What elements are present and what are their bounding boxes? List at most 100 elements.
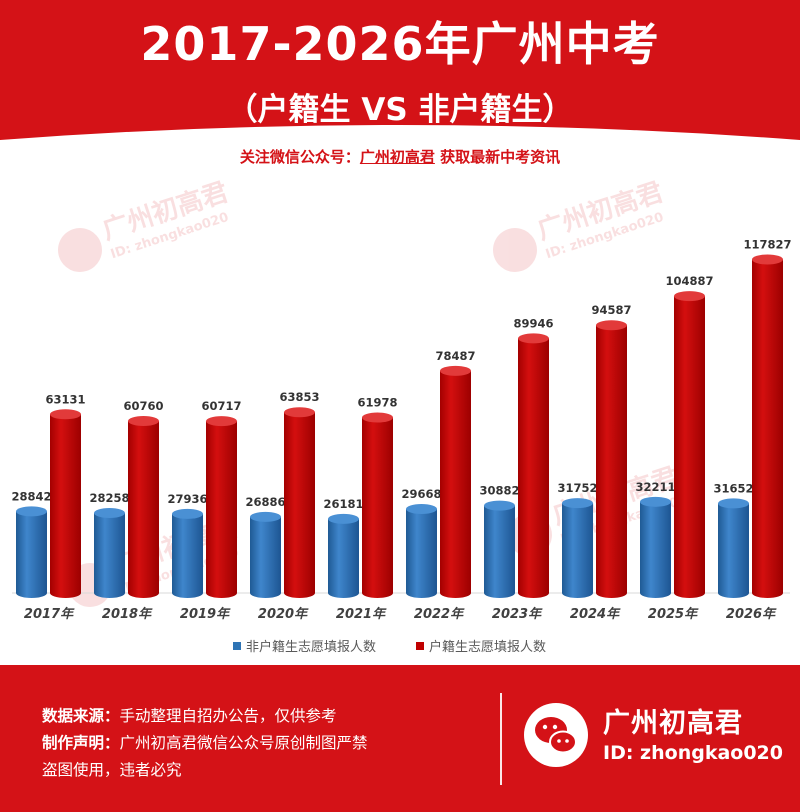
data-label: 63853 (279, 390, 319, 404)
x-tick-label: 2025年 (648, 606, 699, 622)
bar-non-local-cap (484, 500, 515, 511)
legend-item: 户籍生志愿填报人数 (416, 639, 546, 655)
bar-local: 94587 (591, 303, 632, 598)
bar-non-local-cap (406, 504, 437, 515)
data-label: 28842 (11, 489, 51, 503)
bar-local-cap (128, 416, 159, 427)
bar-local-body (128, 421, 159, 598)
follow-account: 广州初高君 (359, 148, 435, 166)
data-label: 63131 (45, 392, 85, 406)
brand-id: ID: zhongkao020 (603, 742, 783, 764)
bar-non-local-cap (94, 508, 125, 519)
bar-non-local: 31752 (557, 481, 598, 598)
bar-non-local: 28842 (11, 489, 52, 598)
bar-non-local-cap (640, 496, 671, 507)
data-label: 30882 (479, 484, 519, 498)
data-label: 89946 (513, 316, 553, 330)
data-label: 78487 (435, 349, 475, 363)
data-label: 32211 (635, 480, 675, 494)
bar-non-local-body (94, 513, 125, 598)
bar-non-local-body (484, 505, 515, 598)
bar-non-local-cap (718, 498, 749, 509)
bar-non-local: 26181 (323, 497, 364, 598)
data-label: 27936 (167, 492, 207, 506)
legend-item: 非户籍生志愿填报人数 (233, 639, 376, 655)
notice-value: 广州初高君微信公众号原创制图严禁 (119, 734, 368, 752)
bar-local-body (518, 338, 549, 598)
bar-non-local: 32211 (635, 480, 676, 598)
bar-local: 60717 (201, 399, 242, 598)
bar-non-local-body (16, 511, 47, 598)
data-label: 104887 (665, 274, 713, 288)
data-label: 61978 (357, 396, 397, 410)
bar-non-local-cap (562, 498, 593, 509)
source-key: 数据来源： (42, 707, 120, 725)
legend-label: 户籍生志愿填报人数 (429, 639, 546, 655)
bar-non-local-body (718, 503, 749, 598)
legend-label: 非户籍生志愿填报人数 (246, 639, 376, 655)
bar-local-cap (674, 291, 705, 302)
x-tick-label: 2018年 (102, 606, 153, 622)
bar-non-local: 27936 (167, 492, 208, 598)
data-label: 117827 (743, 237, 791, 251)
data-label: 31752 (557, 481, 597, 495)
bar-local-body (674, 296, 705, 598)
notice-key: 制作声明： (42, 734, 120, 752)
bar-non-local-body (328, 518, 359, 598)
x-tick-label: 2021年 (336, 606, 387, 622)
bar-non-local: 26886 (245, 495, 286, 598)
bar-local: 89946 (513, 316, 554, 598)
follow-prefix: 关注微信公众号： (239, 148, 360, 166)
bar-local-cap (752, 254, 783, 265)
bar-local: 63853 (279, 390, 320, 598)
bar-non-local-cap (328, 513, 359, 524)
brand-name: 广州初高君 (603, 708, 743, 739)
data-label: 31652 (713, 481, 753, 495)
bar-non-local: 29668 (401, 487, 442, 598)
bar-non-local-cap (16, 506, 47, 517)
source-value: 手动整理自招办公告，仅供参考 (119, 707, 337, 725)
x-tick-label: 2019年 (180, 606, 231, 622)
bar-local: 60760 (123, 399, 164, 598)
bar-local-cap (284, 407, 315, 418)
header: 2017-2026年广州中考 （户籍生 VS 非户籍生） 关注微信公众号：广州初… (0, 0, 800, 175)
bar-local: 61978 (357, 396, 398, 598)
bar-local-cap (518, 333, 549, 344)
bar-local-body (596, 325, 627, 598)
bars-layer: 28842 63131 28258 60760 27936 60717 26886 63853… (11, 237, 792, 598)
page-subtitle: （户籍生 VS 非户籍生） (226, 92, 574, 128)
bar-non-local-cap (250, 511, 281, 522)
data-label: 28258 (89, 491, 129, 505)
bar-local-body (362, 417, 393, 598)
chart-area: 广州初高君 ID: zhongkao020 广州初高君 ID: zhongkao020… (0, 175, 800, 665)
bar-local-cap (440, 365, 471, 376)
legend-swatch (416, 642, 424, 650)
bar-non-local: 28258 (89, 491, 130, 598)
bar-local-body (206, 421, 237, 598)
bar-non-local-cap (172, 508, 203, 519)
bar-local-body (50, 414, 81, 598)
bar-local-body (440, 370, 471, 598)
bar-non-local-body (406, 509, 437, 598)
x-tick-label: 2017年 (24, 606, 75, 622)
notice-line2: 盗图使用，违者必究 (42, 761, 182, 779)
footer-divider (500, 693, 502, 785)
data-label: 60760 (123, 399, 163, 413)
page-title: 2017-2026年广州中考 (140, 17, 660, 71)
legend-swatch (233, 642, 241, 650)
notice-note: 制作声明：广州初高君微信公众号原创制图严禁 (42, 731, 368, 753)
data-label: 94587 (591, 303, 631, 317)
x-tick-label: 2023年 (492, 606, 543, 622)
source-note: 数据来源：手动整理自招办公告，仅供参考 (42, 704, 337, 726)
bar-non-local-body (172, 513, 203, 598)
bar-local-cap (596, 320, 627, 331)
bar-non-local-body (562, 503, 593, 598)
legend: 非户籍生志愿填报人数 户籍生志愿填报人数 (233, 639, 546, 655)
header-background (0, 0, 800, 140)
follow-line: 关注微信公众号：广州初高君 获取最新中考资讯 (0, 146, 800, 167)
bar-local: 104887 (665, 274, 714, 598)
bar-non-local: 30882 (479, 484, 520, 598)
